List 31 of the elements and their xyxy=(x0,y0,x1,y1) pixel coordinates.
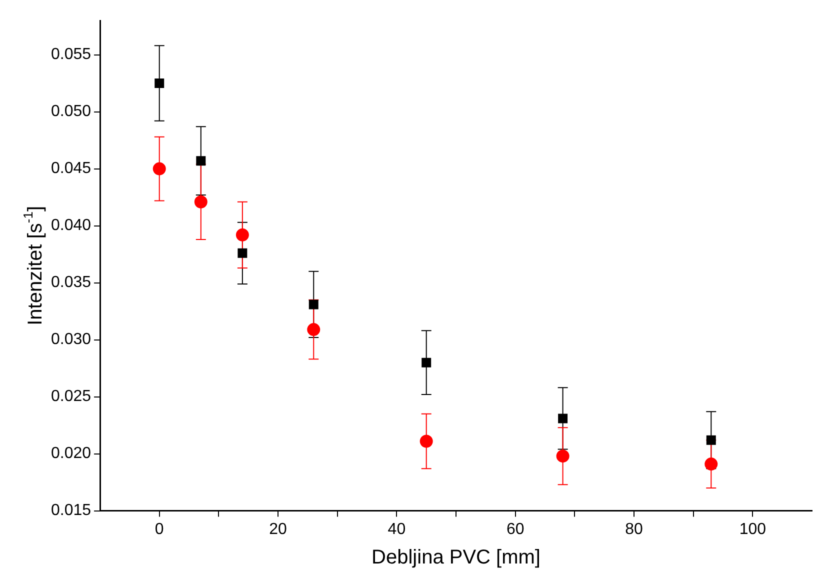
point xyxy=(558,414,568,424)
x-tick-label: 0 xyxy=(154,520,164,538)
x-axis-title: Debljina PVC [mm] xyxy=(372,546,540,569)
point xyxy=(238,248,248,258)
y-tick-label: 0.015 xyxy=(50,502,92,520)
point xyxy=(422,358,432,368)
x-tick-label: 100 xyxy=(739,520,766,538)
x-tick-label: 20 xyxy=(269,520,288,538)
y-tick-label: 0.050 xyxy=(50,103,92,120)
y-tick-label: 0.025 xyxy=(50,388,92,406)
y-tick-label: 0.020 xyxy=(50,445,92,462)
point xyxy=(196,156,206,166)
point xyxy=(704,458,718,471)
point xyxy=(556,450,570,463)
y-tick-label: 0.040 xyxy=(50,217,92,234)
x-tick-label: 40 xyxy=(388,520,406,538)
y-tick-label: 0.045 xyxy=(50,160,92,178)
point xyxy=(307,323,320,336)
y-axis-title: Intenzitet [s-1] xyxy=(20,206,47,326)
x-tick-label: 60 xyxy=(506,520,524,538)
point xyxy=(194,195,208,208)
point xyxy=(236,228,249,242)
point xyxy=(308,300,318,310)
point xyxy=(420,434,433,448)
x-tick-label: 80 xyxy=(625,520,644,538)
point xyxy=(706,435,716,445)
y-tick-label: 0.035 xyxy=(50,274,92,292)
y-tick-label: 0.030 xyxy=(50,331,92,348)
point xyxy=(152,162,166,176)
y-tick-label: 0.055 xyxy=(50,46,92,64)
point xyxy=(154,78,164,88)
